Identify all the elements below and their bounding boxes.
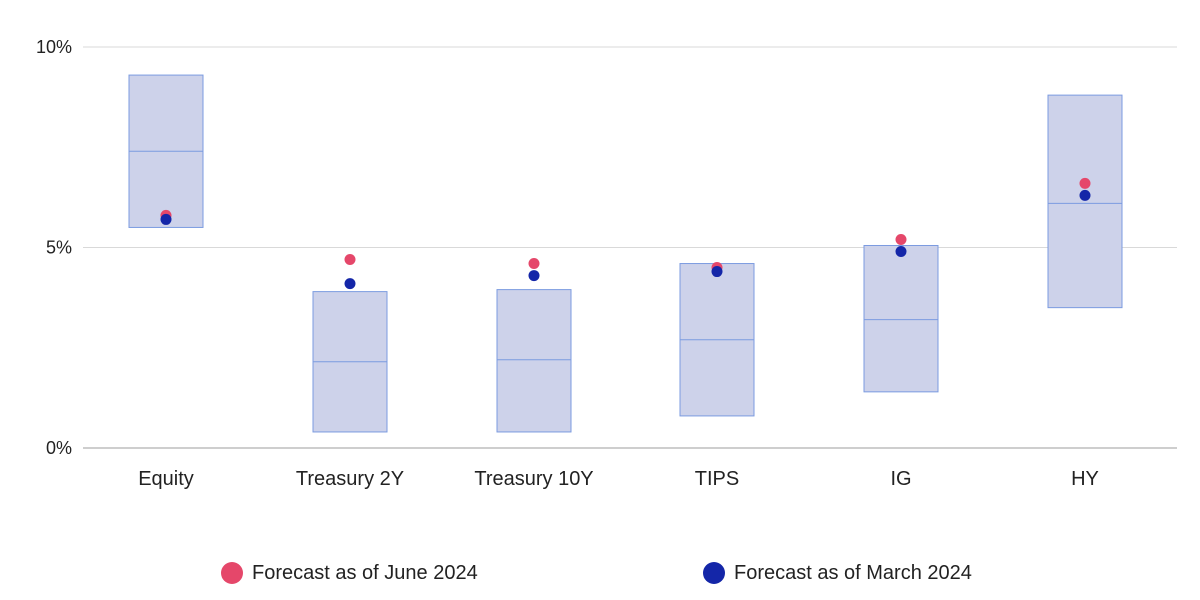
grid-lines [83, 46, 1177, 449]
legend-marker-march [703, 562, 725, 584]
y-axis-tick-labels: 0% 5% 10% [36, 37, 72, 458]
y-tick-label: 10% [36, 37, 72, 57]
x-category-label: Treasury 10Y [474, 468, 593, 490]
x-category-label: Treasury 2Y [296, 468, 404, 490]
point-june-2024-ig [895, 233, 907, 245]
range-box-ig [863, 244, 939, 393]
point-june-2024-treasury-2y [344, 254, 356, 266]
point-june-2024-treasury-10y [528, 258, 540, 270]
x-axis-category-labels: Equity Treasury 2Y Treasury 10Y TIPS IG HY [138, 468, 1099, 490]
point-march-2024-equity [160, 213, 172, 225]
legend-item-march: Forecast as of March 2024 [703, 558, 972, 588]
range-boxes [128, 74, 1123, 433]
y-tick-label: 5% [46, 238, 72, 258]
legend-label-june: Forecast as of June 2024 [252, 561, 478, 584]
point-march-2024-tips [711, 266, 723, 278]
legend-label-march: Forecast as of March 2024 [734, 561, 972, 584]
chart: 0% 5% 10% Equity Treasury 2Y Treasury 10Y TIP… [36, 37, 1177, 490]
legend-marker-june [221, 562, 243, 584]
range-box-treasury-10y [496, 289, 572, 433]
x-category-label: TIPS [695, 468, 739, 490]
point-march-2024-treasury-2y [344, 278, 356, 290]
legend-item-june: Forecast as of June 2024 [221, 558, 478, 588]
range-box-hy [1047, 94, 1123, 309]
point-march-2024-hy [1079, 189, 1091, 201]
point-june-2024-hy [1079, 177, 1091, 189]
forecast-points [160, 177, 1091, 290]
x-category-label: Equity [138, 468, 194, 490]
point-march-2024-treasury-10y [528, 270, 540, 282]
legend: Forecast as of June 2024 Forecast as of … [0, 558, 1200, 588]
y-tick-label: 0% [46, 438, 72, 458]
x-category-label: HY [1071, 468, 1099, 490]
point-march-2024-ig [895, 246, 907, 258]
x-category-label: IG [890, 468, 911, 490]
